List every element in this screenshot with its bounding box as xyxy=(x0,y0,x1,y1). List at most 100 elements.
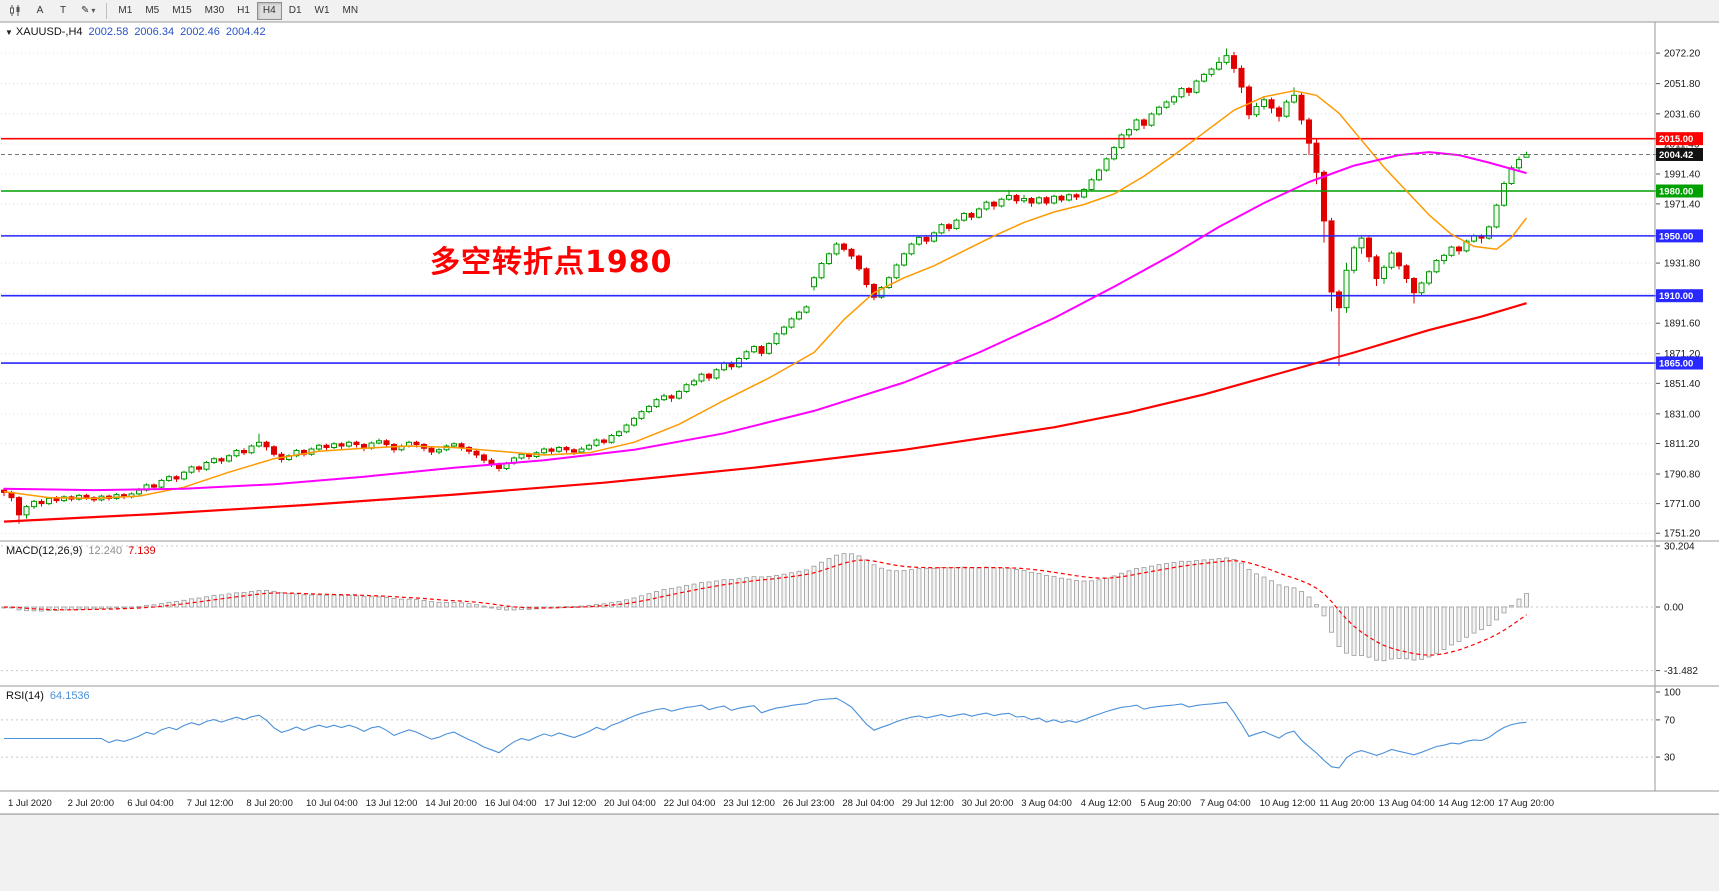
timeframe-d1[interactable]: D1 xyxy=(282,1,308,20)
macd-histogram-bar xyxy=(196,597,202,608)
macd-histogram-bar xyxy=(399,598,404,608)
candle-body xyxy=(1051,195,1057,204)
macd-histogram-bar xyxy=(1344,606,1349,654)
timeframe-m1[interactable]: M1 xyxy=(112,1,139,20)
macd-histogram-bar xyxy=(969,567,974,608)
chart-type-button[interactable] xyxy=(3,1,28,20)
macd-histogram-bar xyxy=(781,573,787,608)
macd-histogram-bar xyxy=(1501,606,1507,614)
candle-body xyxy=(938,224,945,234)
macd-histogram-bar xyxy=(1119,572,1124,608)
macd-histogram-bar xyxy=(1351,606,1357,656)
rsi-line xyxy=(4,697,1527,769)
candle-body xyxy=(811,277,817,288)
macd-histogram-bar xyxy=(1134,568,1139,608)
macd-histogram-bar xyxy=(1396,606,1402,659)
candle-body xyxy=(743,351,750,360)
timeframe-mn[interactable]: MN xyxy=(336,1,365,20)
candle-body xyxy=(1021,197,1027,202)
candle-body xyxy=(923,236,930,242)
candle-body xyxy=(481,454,487,461)
rsi-name: RSI(14) xyxy=(6,690,44,702)
macd-histogram-bar xyxy=(1479,606,1484,631)
macd-histogram-bar xyxy=(69,606,74,611)
candle-body xyxy=(323,444,330,449)
macd-histogram-bar xyxy=(451,602,457,608)
macd-histogram-bar xyxy=(474,604,479,608)
macd-histogram-bar xyxy=(1239,562,1244,608)
candle-body xyxy=(473,450,480,456)
candle-body xyxy=(31,500,37,508)
macd-histogram-bar xyxy=(106,606,112,609)
cursor-tool-button[interactable]: A xyxy=(29,1,51,20)
candle-body xyxy=(953,219,960,229)
candle-body xyxy=(1463,240,1470,252)
collapse-triangle-icon[interactable]: ▼ xyxy=(5,28,13,37)
pencil-icon: ✎ xyxy=(81,5,90,16)
price-tick-label: 2072.20 xyxy=(1664,49,1701,60)
macd-histogram-bar xyxy=(984,566,989,608)
candle-body xyxy=(271,446,277,455)
macd-histogram-bar xyxy=(1254,573,1259,608)
macd-histogram-bar xyxy=(1246,568,1252,608)
candle-body xyxy=(653,399,660,407)
candle-body xyxy=(1418,282,1425,294)
candle-body xyxy=(1111,147,1117,160)
candle-body xyxy=(518,453,525,459)
macd-histogram-bar xyxy=(301,594,307,608)
candle-body xyxy=(683,384,690,392)
macd-histogram-bar xyxy=(699,582,704,608)
time-axis-label: 3 Aug 04:00 xyxy=(1021,798,1072,809)
candle-body xyxy=(46,497,52,505)
macd-histogram-bar xyxy=(346,595,352,608)
candle-body xyxy=(751,346,757,353)
candle-body xyxy=(353,441,360,446)
macd-histogram-bar xyxy=(1059,577,1064,608)
candle-body xyxy=(1231,55,1237,69)
macd-histogram-bar xyxy=(331,594,337,608)
text-tool-button[interactable]: T xyxy=(52,1,74,20)
macd-histogram-bar xyxy=(1389,606,1394,660)
macd-histogram-bar xyxy=(864,559,869,608)
timeframe-h1[interactable]: H1 xyxy=(231,1,256,20)
price-tick-label: 1931.80 xyxy=(1664,259,1701,270)
macd-histogram-bar xyxy=(166,601,172,608)
candle-body xyxy=(983,201,990,210)
time-axis-label: 17 Jul 12:00 xyxy=(544,798,596,809)
candle-body xyxy=(1351,247,1357,271)
candle-body xyxy=(991,201,997,207)
candle-body xyxy=(383,440,390,446)
candle-body xyxy=(61,496,67,502)
candle-body xyxy=(1208,68,1215,75)
ma-fast-orange xyxy=(3,90,1528,500)
timeframe-m15[interactable]: M15 xyxy=(166,1,198,20)
macd-histogram-bar xyxy=(1456,606,1462,642)
candle-body xyxy=(556,447,562,452)
macd-histogram-bar xyxy=(1486,606,1492,627)
macd-histogram-bar xyxy=(324,594,329,608)
timeframe-w1[interactable]: W1 xyxy=(308,1,336,20)
draw-tool-button[interactable]: ✎ ▾ xyxy=(75,1,102,20)
candle-body xyxy=(646,405,652,413)
time-axis-label: 7 Aug 04:00 xyxy=(1200,798,1251,809)
candle-body xyxy=(901,253,907,266)
macd-histogram-bar xyxy=(1089,580,1094,608)
price-label-text: 1865.00 xyxy=(1659,359,1693,370)
macd-histogram-bar xyxy=(1441,606,1447,650)
candlestick-chart-icon xyxy=(10,5,20,16)
timeframe-h4[interactable]: H4 xyxy=(256,1,282,20)
timeframe-m5[interactable]: M5 xyxy=(139,1,166,20)
candle-body xyxy=(571,449,577,453)
candle-body xyxy=(1223,55,1230,63)
macd-histogram-bar xyxy=(1179,560,1184,608)
candle-body xyxy=(916,236,922,245)
candle-body xyxy=(1321,171,1327,222)
macd-main-value: 12.240 xyxy=(88,545,123,557)
candle-body xyxy=(631,417,637,426)
timeframe-m30[interactable]: M30 xyxy=(198,1,231,20)
macd-histogram-bar xyxy=(159,603,164,608)
macd-histogram-bar xyxy=(826,558,832,608)
macd-histogram-bar xyxy=(1336,606,1342,647)
candle-body xyxy=(1193,80,1200,93)
